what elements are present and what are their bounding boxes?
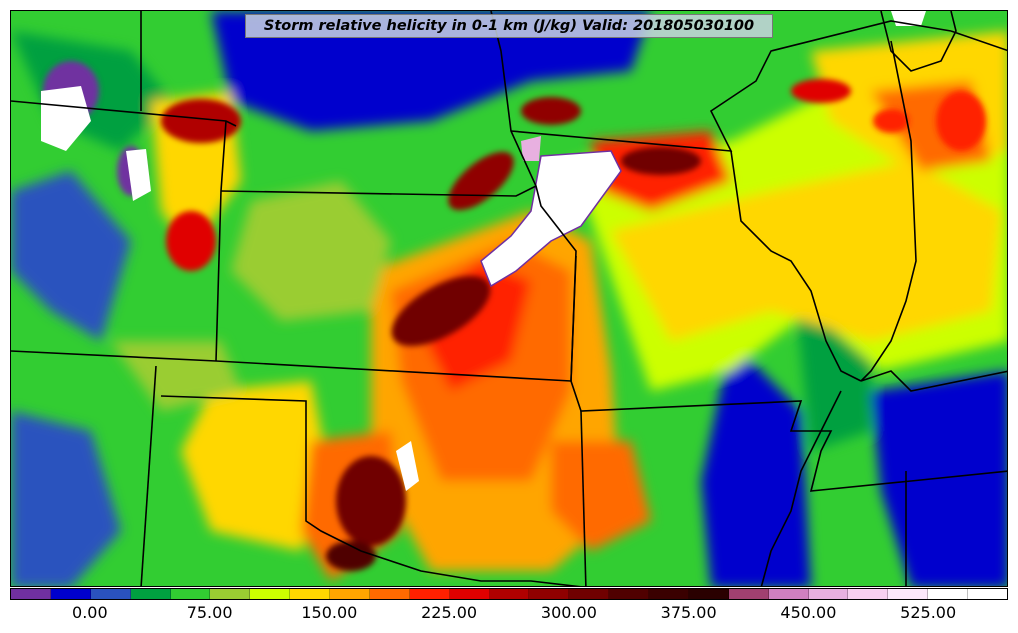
map-title: Storm relative helicity in 0-1 km (J/kg)… (245, 14, 773, 38)
colorbar-swatch (768, 589, 809, 599)
colorbar-swatch (449, 589, 490, 599)
state-boundaries (11, 11, 1007, 586)
colorbar-swatch (888, 589, 929, 599)
colorbar-tick-label: 525.00 (900, 603, 957, 622)
colorbar-swatch (90, 589, 131, 599)
colorbar-ticks: 0.00 75.00 150.00 225.00 300.00 375.00 450.00 5… (10, 600, 1008, 630)
colorbar-swatch (170, 589, 211, 599)
colorbar-swatch (489, 589, 530, 599)
colorbar-tick-label: 75.00 (186, 603, 233, 622)
colorbar-tick-label: 300.00 (540, 603, 597, 622)
colorbar-swatch (928, 589, 968, 599)
colorbar-tick-label: 0.00 (72, 603, 108, 622)
colorbar-swatch (369, 589, 410, 599)
colorbar-swatch (409, 589, 450, 599)
colorbar-tick-label: 450.00 (780, 603, 837, 622)
colorbar-swatch (210, 589, 251, 599)
colorbar-swatch (968, 589, 1007, 599)
colorbar-tick-label: 150.00 (301, 603, 358, 622)
colorbar-swatch (688, 589, 729, 599)
colorbar-swatch (11, 589, 51, 599)
helicity-maxima (43, 61, 986, 571)
colorbar-swatch (290, 589, 330, 599)
colorbar-swatch (728, 589, 769, 599)
colorbar-swatch (649, 589, 689, 599)
colorbar-swatch (50, 589, 91, 599)
colorbar-swatch (250, 589, 291, 599)
colorbar-tick-label: 375.00 (660, 603, 717, 622)
colorbar-tick-label: 225.00 (421, 603, 478, 622)
colorbar-swatch (808, 589, 849, 599)
colorbar-swatch (529, 589, 570, 599)
colorbar (10, 588, 1008, 600)
colorbar-swatch (848, 589, 889, 599)
colorbar-swatch (330, 589, 370, 599)
colorbar-swatch (569, 589, 610, 599)
helicity-map (11, 11, 1007, 586)
map-panel (10, 10, 1008, 587)
colorbar-swatch (609, 589, 649, 599)
colorbar-swatch (130, 589, 171, 599)
